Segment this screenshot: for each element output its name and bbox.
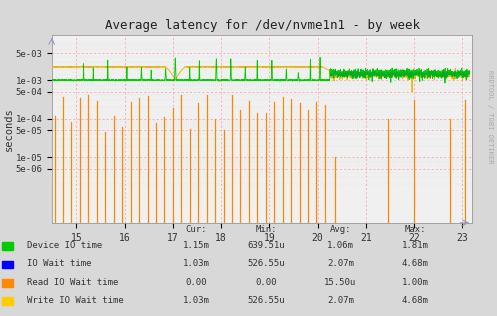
- Text: 15.50u: 15.50u: [325, 278, 356, 287]
- Text: Avg:: Avg:: [330, 225, 351, 234]
- Text: 0.00: 0.00: [185, 278, 207, 287]
- Text: 639.51u: 639.51u: [247, 241, 285, 250]
- Title: Average latency for /dev/nvme1n1 - by week: Average latency for /dev/nvme1n1 - by we…: [105, 19, 419, 32]
- Text: 2.07m: 2.07m: [327, 259, 354, 269]
- Text: Min:: Min:: [255, 225, 277, 234]
- Text: Device IO time: Device IO time: [27, 241, 102, 250]
- Text: 1.03m: 1.03m: [183, 296, 210, 305]
- Text: IO Wait time: IO Wait time: [27, 259, 92, 269]
- Y-axis label: seconds: seconds: [4, 107, 14, 151]
- Text: Read IO Wait time: Read IO Wait time: [27, 278, 119, 287]
- Text: RRDTOOL / TOBI OETIKER: RRDTOOL / TOBI OETIKER: [487, 70, 493, 164]
- Text: 1.15m: 1.15m: [183, 241, 210, 250]
- Text: 526.55u: 526.55u: [247, 259, 285, 269]
- Text: Max:: Max:: [404, 225, 426, 234]
- Text: 4.68m: 4.68m: [402, 296, 428, 305]
- Text: 1.81m: 1.81m: [402, 241, 428, 250]
- Text: 2.07m: 2.07m: [327, 296, 354, 305]
- Text: 0.00: 0.00: [255, 278, 277, 287]
- Text: 526.55u: 526.55u: [247, 296, 285, 305]
- Text: 1.00m: 1.00m: [402, 278, 428, 287]
- Text: Write IO Wait time: Write IO Wait time: [27, 296, 124, 305]
- Text: 4.68m: 4.68m: [402, 259, 428, 269]
- Text: 1.06m: 1.06m: [327, 241, 354, 250]
- Text: Cur:: Cur:: [185, 225, 207, 234]
- Text: 1.03m: 1.03m: [183, 259, 210, 269]
